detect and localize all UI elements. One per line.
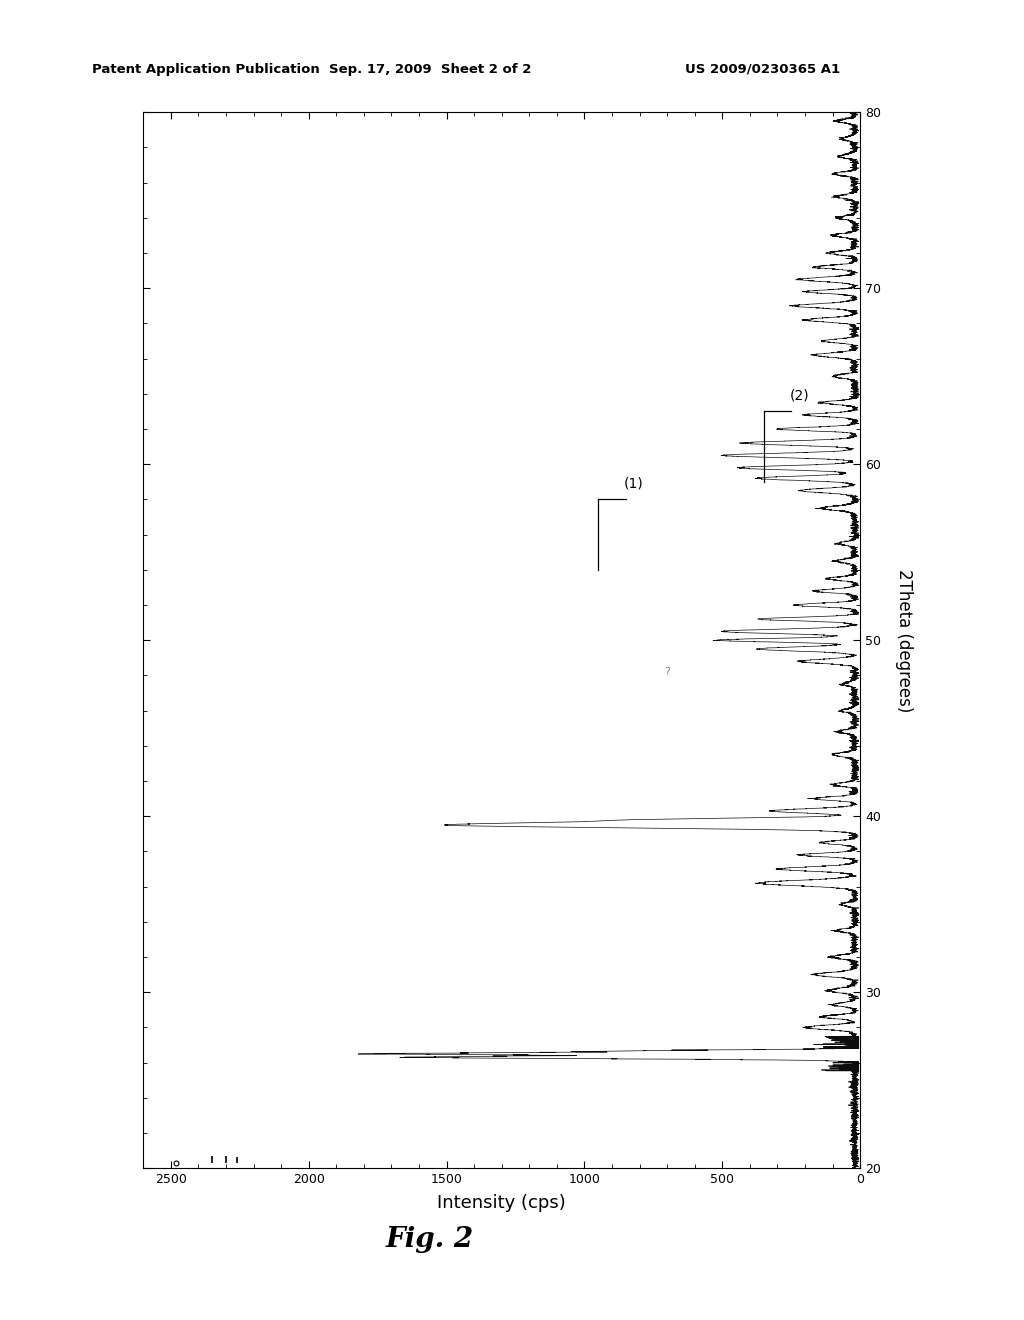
Text: ?: ? [665, 668, 670, 677]
Y-axis label: 2Theta (degrees): 2Theta (degrees) [895, 569, 913, 711]
Text: US 2009/0230365 A1: US 2009/0230365 A1 [685, 62, 840, 75]
Text: Fig. 2: Fig. 2 [386, 1226, 474, 1254]
Text: Sep. 17, 2009  Sheet 2 of 2: Sep. 17, 2009 Sheet 2 of 2 [329, 62, 531, 75]
Text: (1): (1) [625, 477, 644, 491]
Text: (2): (2) [790, 388, 809, 403]
Text: Patent Application Publication: Patent Application Publication [92, 62, 319, 75]
X-axis label: Intensity (cps): Intensity (cps) [437, 1195, 566, 1212]
